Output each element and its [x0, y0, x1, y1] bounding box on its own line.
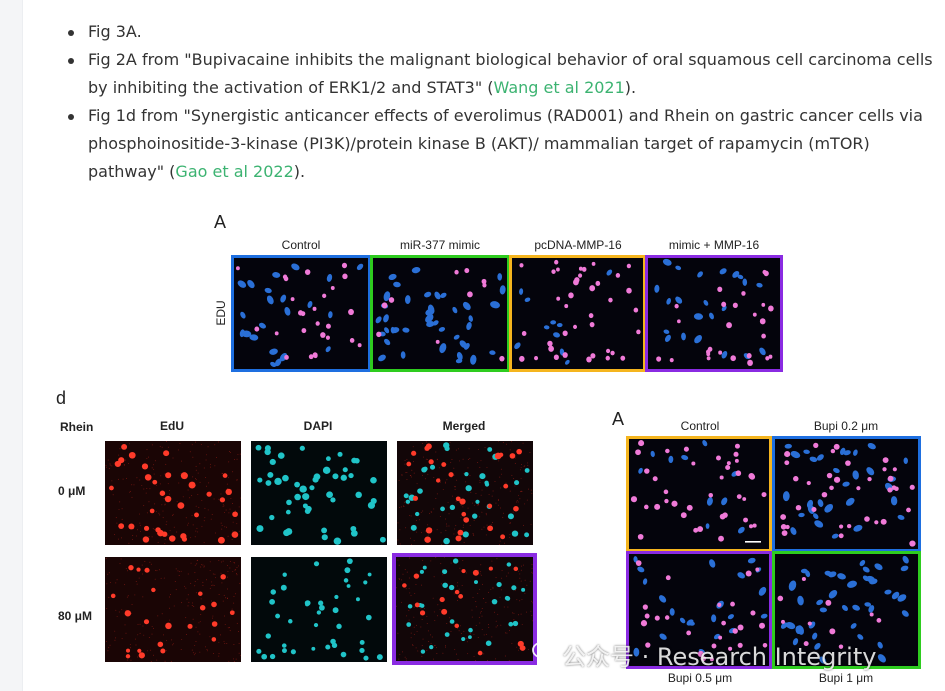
micrograph-image [105, 441, 241, 545]
micrograph-image [629, 554, 769, 666]
micrograph-image [775, 554, 918, 666]
list-item: Fig 1d from "Synergistic anticancer effe… [62, 102, 942, 186]
micrograph-merged-0um [397, 441, 533, 545]
figure-a-letter: A [214, 212, 227, 232]
micrograph-image [251, 441, 387, 545]
watermark-text: 公众号 · Research Integrity [562, 643, 877, 671]
figure-d-row-label: 0 μM [58, 484, 86, 498]
figure-d-col-label: DAPI [303, 419, 333, 433]
micrograph-image [234, 258, 368, 369]
figure-list: Fig 3A. Fig 2A from "Bupivacaine inhibit… [62, 18, 942, 186]
wechat-icon [532, 641, 558, 662]
micrograph-image [648, 258, 780, 369]
figure-a-col-label: Control [281, 238, 321, 252]
micrograph-pcdna-edu [509, 255, 646, 372]
micrograph-image [397, 441, 533, 545]
citation-link-wang[interactable]: Wang et al 2021 [493, 78, 625, 97]
micrograph-edu-80um [105, 557, 241, 662]
figure-a-col-label: mimic + MMP-16 [668, 238, 760, 252]
figure-b-col-label: Bupi 0.5 μm [667, 671, 733, 685]
figure-d-corner-label: Rhein [60, 420, 94, 434]
figure-a-col-label: pcDNA-MMP-16 [534, 238, 622, 252]
micrograph-control-edu [231, 255, 371, 372]
micrograph-image [775, 439, 918, 549]
micrograph-bupi-0-2 [772, 436, 921, 552]
micrograph-bupi-control [626, 436, 772, 552]
micrograph-image [105, 557, 241, 662]
micrograph-bupi-0-5 [626, 551, 772, 669]
micrograph-bupi-1 [772, 551, 921, 669]
list-item: Fig 3A. [62, 18, 942, 46]
micrograph-merged-80um [392, 553, 537, 665]
micrograph-dapi-0um [251, 441, 387, 545]
micrograph-dapi-80um [251, 557, 387, 662]
micrograph-image [512, 258, 643, 369]
left-sidebar-strip [0, 0, 23, 691]
micrograph-image [373, 258, 507, 369]
figure-d-col-label: EdU [160, 419, 184, 433]
micrograph-mir377-edu [370, 255, 510, 372]
list-item: Fig 2A from "Bupivacaine inhibits the ma… [62, 46, 942, 102]
figure-b-col-label: Bupi 1 μm [818, 671, 874, 685]
figure-d-row-label: 80 μM [58, 609, 93, 623]
micrograph-image [396, 557, 533, 661]
figure-b-col-label: Bupi 0.2 μm [813, 419, 879, 433]
figure-a-col-label: miR-377 mimic [399, 238, 480, 252]
figure-a-row-label: EDU [214, 300, 228, 326]
micrograph-image [629, 439, 769, 549]
figure-b-col-label: Control [680, 419, 720, 433]
figure-b-letter: A [612, 409, 625, 429]
micrograph-mimic-mmp16-edu [645, 255, 783, 372]
scale-bar [745, 541, 761, 543]
figure-d-col-label: Merged [442, 419, 486, 433]
micrograph-edu-0um [105, 441, 241, 545]
citation-link-gao[interactable]: Gao et al 2022 [175, 162, 294, 181]
micrograph-image [251, 557, 387, 662]
figure-d-letter: d [56, 388, 67, 408]
